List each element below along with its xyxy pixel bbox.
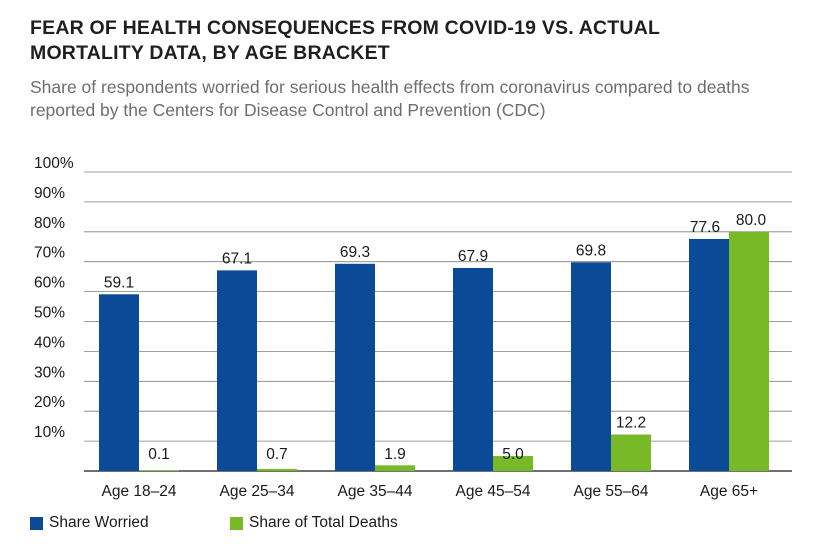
x-tick-label: Age 45–54 [456,483,531,500]
chart-legend: Share Worried Share of Total Deaths [30,514,790,534]
x-tick-label: Age 25–34 [220,483,295,500]
y-tick-label: 20% [34,394,65,411]
bar [139,470,179,471]
y-axis-ticks: 100% 90% 80% 70% 60% 50% 40% 30% 20% 10% [34,155,74,441]
x-axis-ticks: Age 18–24 Age 25–34 Age 35–44 Age 45–54 Age … [102,483,759,500]
legend-label-share-worried: Share Worried [49,514,149,531]
bar [335,263,375,471]
y-tick-label: 40% [34,334,65,351]
data-label: 80.0 [736,212,767,229]
bars [99,231,769,471]
grid-lines [84,171,792,472]
y-tick-label: 90% [34,185,65,202]
legend-item-share-worried: Share Worried [30,514,149,532]
data-label: 59.1 [104,274,134,291]
data-label: 69.3 [340,244,370,261]
bar [257,468,297,471]
chart-subtitle: Share of respondents worried for serious… [30,77,750,120]
legend-swatch-share-of-total-deaths [230,516,243,530]
y-tick-label: 10% [34,424,65,441]
bar [611,434,651,471]
data-label: 1.9 [384,446,406,463]
bar [217,270,257,471]
y-tick-label: 30% [34,364,65,381]
data-label: 67.9 [458,248,488,265]
y-tick-label: 100% [34,155,74,172]
y-tick-label: 70% [34,245,65,262]
data-labels: 59.1 0.1 67.1 0.7 69.3 1.9 67.9 5.0 69.8 12.2 77.6… [104,212,767,463]
x-tick-label: Age 55–64 [574,483,649,500]
data-label: 67.1 [222,250,252,267]
legend-label-share-of-total-deaths: Share of Total Deaths [249,514,398,531]
data-label: 5.0 [502,446,524,463]
bar [99,294,139,471]
legend-swatch-share-worried [30,516,43,530]
data-label: 0.7 [266,446,288,463]
data-label: 0.1 [148,446,170,463]
chart-title: FEAR OF HEALTH CONSEQUENCES FROM COVID-1… [30,17,660,64]
legend-item-share-of-total-deaths: Share of Total Deaths [230,514,398,532]
y-tick-label: 60% [34,275,65,292]
bar [375,465,415,471]
y-tick-label: 80% [34,215,65,232]
bar [729,231,769,471]
bar [571,262,611,471]
bar [689,238,729,471]
x-tick-label: Age 65+ [700,483,758,500]
bar [453,267,493,471]
data-label: 69.8 [576,242,606,259]
x-tick-label: Age 35–44 [338,483,413,500]
data-label: 12.2 [616,415,646,432]
bar [493,456,533,471]
data-label: 77.6 [690,219,720,236]
x-tick-label: Age 18–24 [102,483,177,500]
y-tick-label: 50% [34,305,65,322]
